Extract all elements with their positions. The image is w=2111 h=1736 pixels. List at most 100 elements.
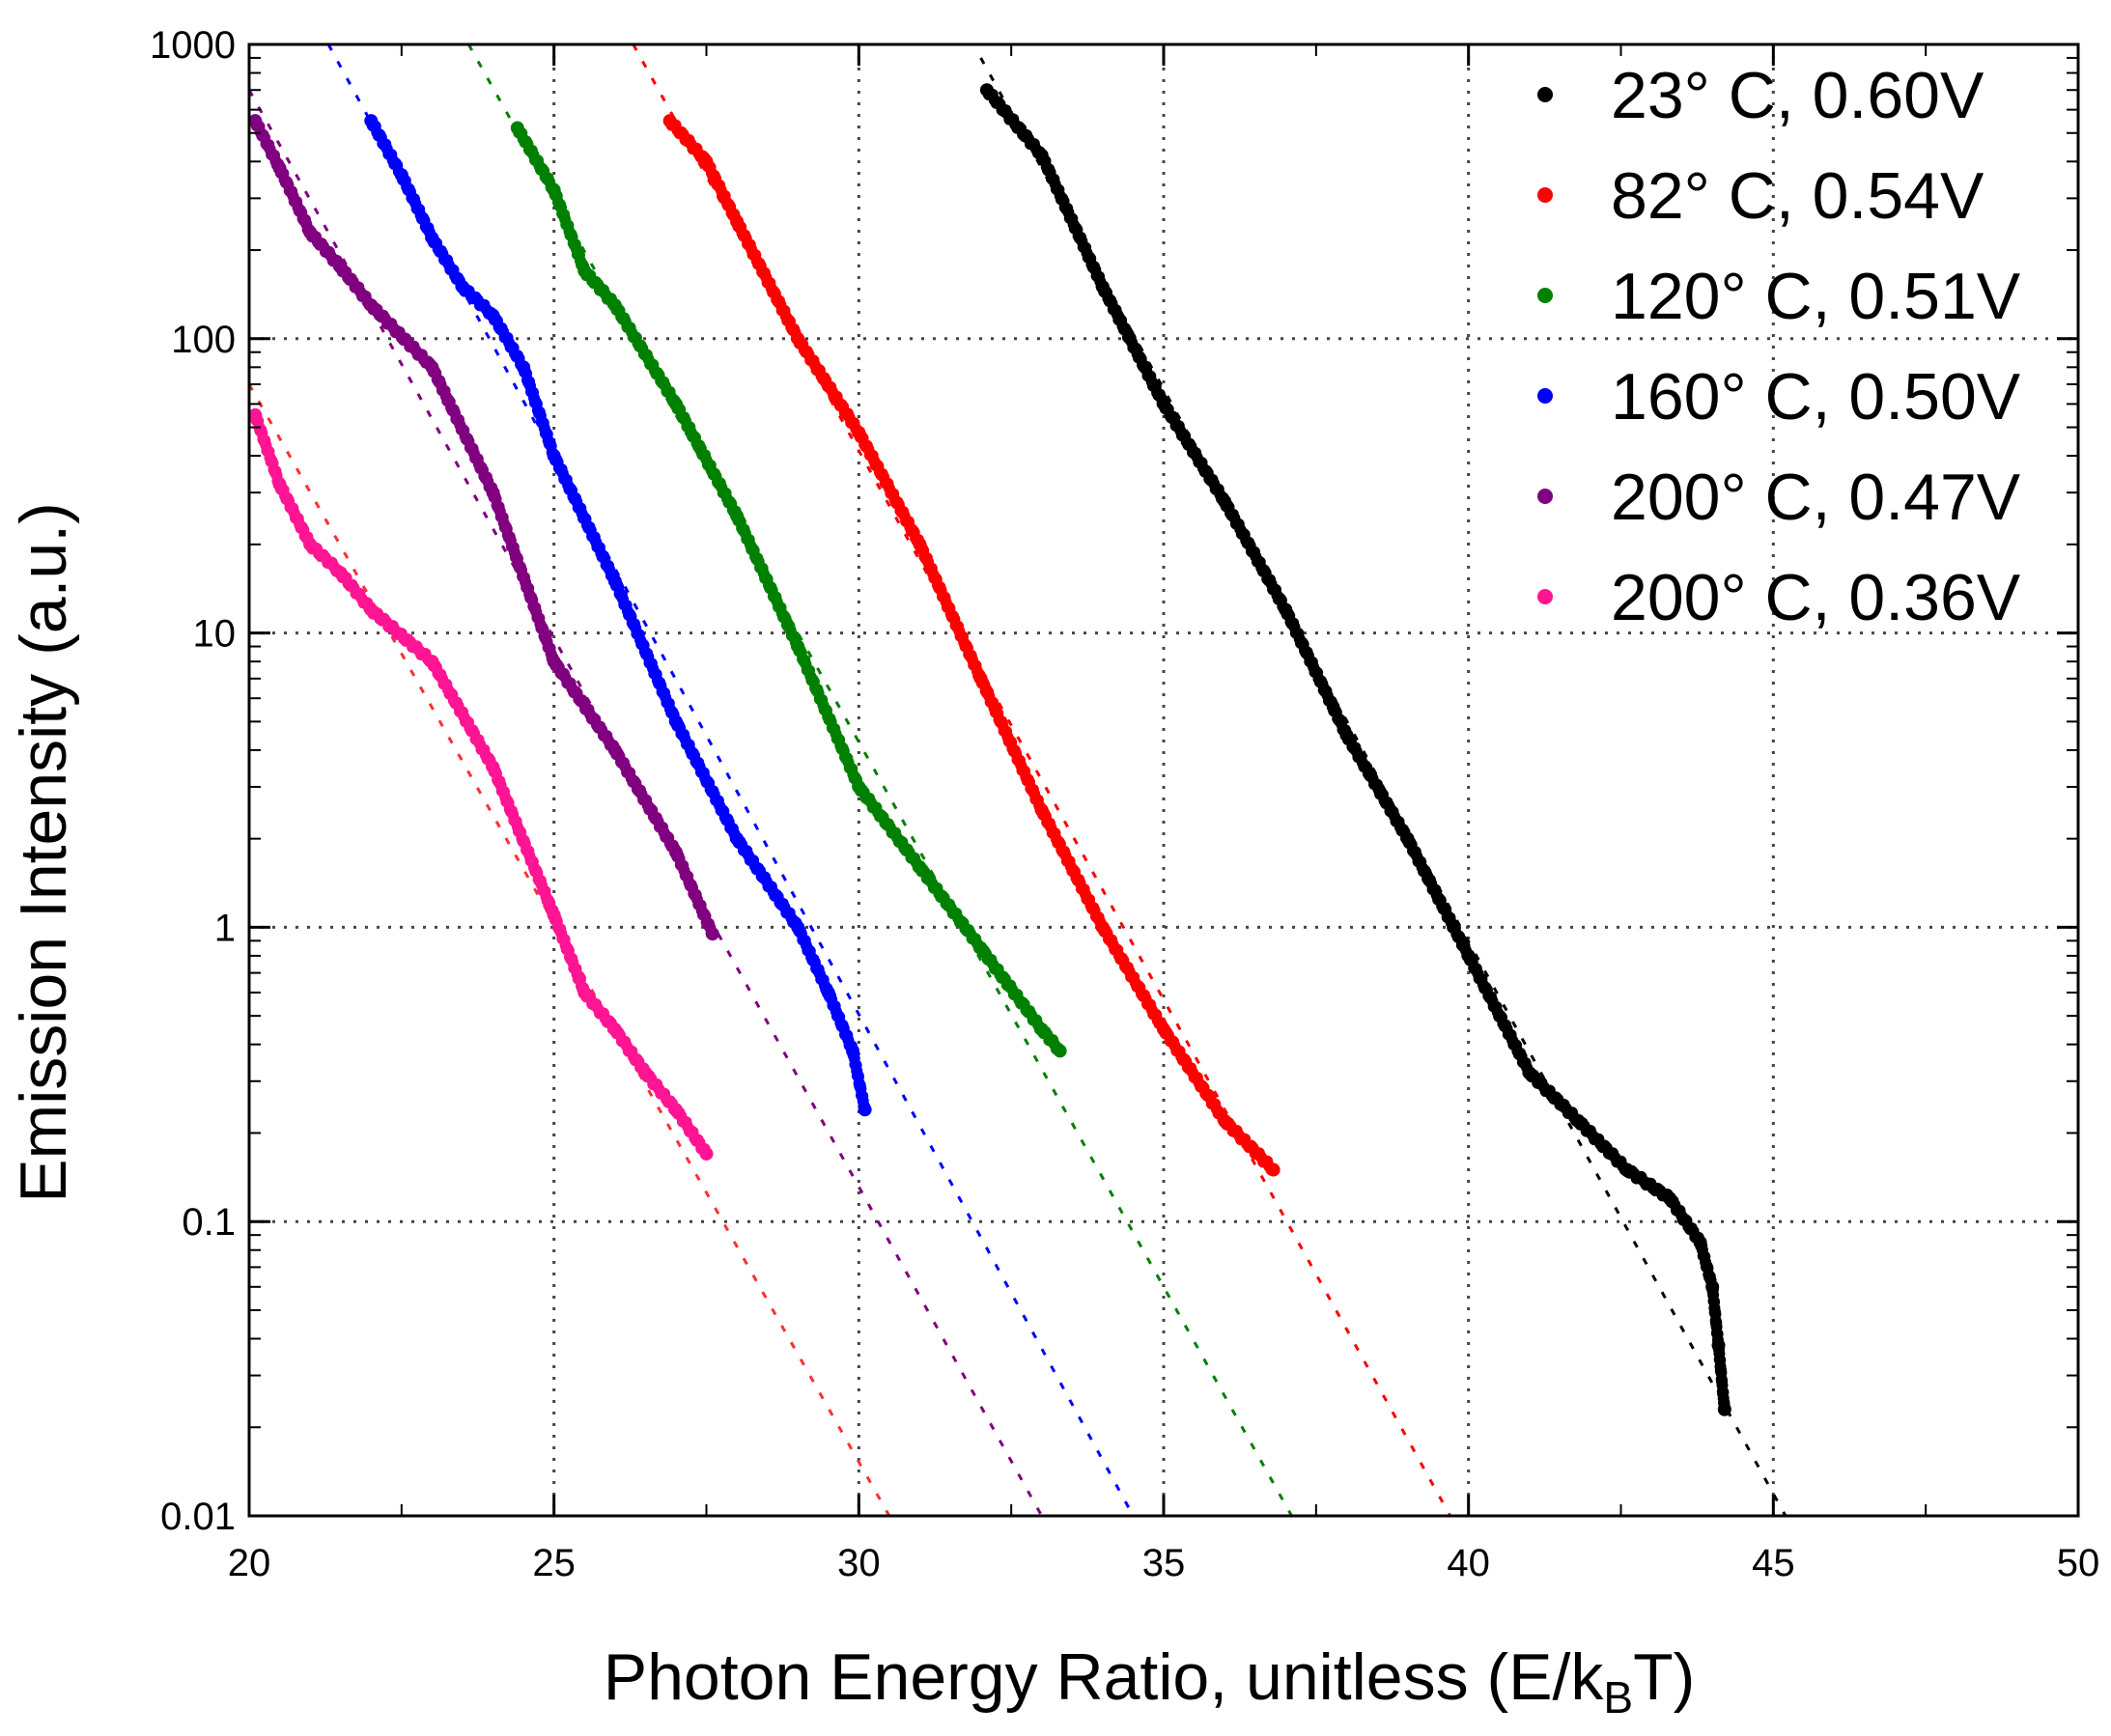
series-2 [510,121,1067,1058]
fit-lines [247,43,1787,1517]
series-4-point-5 [425,360,439,375]
series-4-point-0 [248,114,263,128]
legend-label-0: 23° C, 0.60V [1611,59,1984,132]
x-axis-title: Photon Energy Ratio, unitless (E/kBT) [604,1640,1696,1722]
legend-marker-4 [1537,489,1553,504]
series-4-point-1 [272,161,287,176]
series-0-point-13 [1693,1235,1707,1249]
series-1-point-11 [1266,1162,1281,1177]
series-5-point-1 [272,477,287,491]
series-2-point-3 [607,298,622,313]
series-5-point-4 [364,602,379,617]
series-4-point-10 [705,927,719,941]
x-tick-label-4: 40 [1447,1542,1490,1584]
series-3-point-1 [394,168,408,182]
y-axis-title: Emission Intensity (a.u.) [7,502,80,1203]
x-tick-label-5: 45 [1752,1542,1795,1584]
series-1-point-7 [1034,803,1049,818]
series-0-point-12 [1663,1191,1677,1206]
series-5-point-0 [248,407,263,422]
series-3-point-9 [730,831,745,846]
series-3-point-11 [821,986,835,1000]
series-5-point-9 [607,1022,622,1037]
legend: 23° C, 0.60V 82° C, 0.54V 120° C, 0.51V 160… [1537,59,2021,634]
series-2-point-6 [791,639,805,654]
series-2-point-4 [668,397,683,411]
legend-marker-3 [1537,388,1553,404]
series-3-point-3 [455,280,469,294]
series-1-point-6 [973,671,988,686]
grid [249,44,2078,1516]
legend-marker-5 [1537,589,1553,604]
series-0-point-11 [1619,1162,1634,1177]
series-0-point-2 [1095,280,1110,294]
series-3-point-4 [486,308,500,322]
series-2-point-10 [1034,1022,1049,1037]
fit-line-2 [466,43,1293,1517]
series-2-point-11 [1053,1044,1067,1058]
series-3-point-8 [668,714,683,729]
series-1-point-8 [1095,920,1110,935]
series-1-point-10 [1218,1113,1232,1128]
series-4-point-7 [547,655,561,669]
y-tick-label-3: 10 [193,613,237,656]
series-4-point-6 [486,486,500,500]
series-2-point-2 [577,264,592,278]
legend-label-1: 82° C, 0.54V [1611,159,1984,233]
series-4-point-9 [668,845,683,859]
data-series [248,83,1731,1416]
series-0-point-1 [1034,148,1049,162]
series-5-point-11 [668,1103,683,1117]
series-1-point-1 [699,154,714,169]
y-tick-label-2: 1 [214,907,236,949]
series-5-point-10 [638,1066,653,1080]
series-5-point-5 [425,655,439,669]
series-3-point-0 [364,114,379,128]
series-1-point-2 [730,214,745,229]
series-5-point-8 [577,986,592,1000]
series-3-point-12 [846,1044,860,1058]
series-5-point-6 [486,760,500,774]
series-1-point-0 [662,114,677,128]
series-1-point-9 [1157,1022,1170,1037]
series-5-point-12 [699,1146,714,1161]
axis-ticks: 20 25 30 35 40 45 50 0.01 0.1 1 10 100 1000 [150,24,2099,1584]
series-3-point-2 [425,231,439,245]
legend-label-2: 120° C, 0.51V [1611,260,2021,333]
series-0-point-7 [1400,831,1415,846]
series-0-point-14 [1705,1279,1720,1294]
legend-marker-0 [1537,87,1553,102]
series-0 [979,83,1731,1416]
y-tick-label-5: 1000 [150,24,236,67]
series-5-point-3 [333,566,348,580]
series-0-point-16 [1717,1402,1731,1416]
series-3-point-10 [791,920,805,935]
y-tick-label-1: 0.1 [182,1201,236,1244]
y-tick-label-4: 100 [171,319,236,361]
series-1-point-5 [913,537,927,551]
series-1-point-4 [852,425,866,439]
series-0-point-5 [1279,602,1293,617]
series-0-point-6 [1339,728,1354,742]
series-0-point-8 [1461,948,1476,963]
y-tick-label-0: 0.01 [160,1496,236,1538]
x-tick-label-2: 30 [837,1542,881,1584]
x-tick-label-1: 25 [532,1542,576,1584]
legend-label-3: 160° C, 0.50V [1611,360,2021,434]
series-2-point-0 [510,121,524,135]
series-3-point-6 [547,449,561,463]
legend-label-5: 200° C, 0.36V [1611,561,2021,634]
series-2-point-5 [730,509,745,523]
series-3 [364,114,872,1117]
series-4 [248,114,719,941]
series-2-point-1 [547,182,561,197]
series-3-point-5 [517,360,531,375]
x-tick-label-3: 35 [1142,1542,1186,1584]
series-4-point-2 [303,225,318,239]
series-0-point-10 [1571,1113,1586,1128]
legend-marker-2 [1537,288,1553,303]
series-3-point-7 [607,574,622,588]
series-0-point-4 [1218,494,1232,509]
series-5-point-7 [547,908,561,922]
series-4-point-3 [333,260,348,274]
